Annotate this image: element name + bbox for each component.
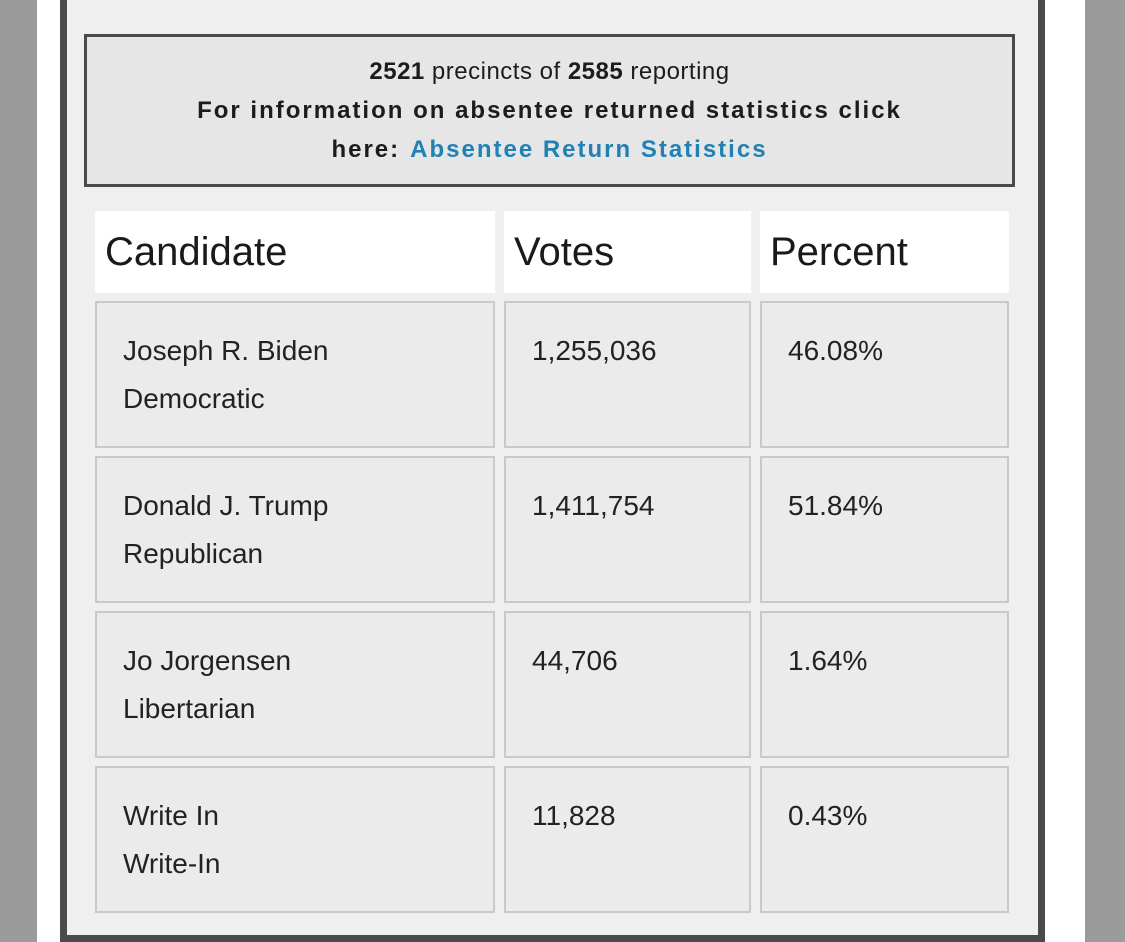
precincts-notice-box: 2521 precincts of 2585 reporting For inf… (84, 34, 1015, 187)
votes-cell: 44,706 (504, 611, 751, 758)
candidate-cell: Write In Write-In (95, 766, 495, 913)
inner-gutter-left (37, 0, 60, 942)
absentee-info-line2: here: Absentee Return Statistics (87, 130, 1012, 169)
votes-cell: 1,411,754 (504, 456, 751, 603)
candidate-party: Write-In (123, 848, 221, 879)
precincts-total-count: 2585 (567, 58, 624, 85)
percent-cell: 1.64% (760, 611, 1009, 758)
candidate-cell: Jo Jorgensen Libertarian (95, 611, 495, 758)
candidate-party: Libertarian (123, 693, 256, 724)
candidate-name: Donald J. Trump (123, 490, 329, 521)
outer-gutter-left (0, 0, 37, 942)
precincts-mid-text: precincts of (424, 58, 568, 85)
candidate-name: Jo Jorgensen (123, 645, 292, 676)
page-frame: 2521 precincts of 2585 reporting For inf… (60, 0, 1045, 942)
candidate-name: Write In (123, 800, 219, 831)
percent-cell: 51.84% (760, 456, 1009, 603)
votes-cell: 1,255,036 (504, 301, 751, 448)
absentee-return-statistics-link[interactable]: Absentee Return Statistics (410, 136, 768, 163)
absentee-info-prefix: here: (331, 136, 401, 163)
percent-cell: 0.43% (760, 766, 1009, 913)
inner-gutter-right (1045, 0, 1085, 942)
precincts-summary: 2521 precincts of 2585 reporting (87, 52, 1012, 91)
votes-cell: 11,828 (504, 766, 751, 913)
candidate-cell: Donald J. Trump Republican (95, 456, 495, 603)
percent-cell: 46.08% (760, 301, 1009, 448)
candidate-cell: Joseph R. Biden Democratic (95, 301, 495, 448)
candidate-party: Democratic (123, 383, 265, 414)
outer-gutter-right (1085, 0, 1125, 942)
results-table: Candidate Votes Percent Joseph R. Biden … (95, 211, 1009, 913)
candidate-name: Joseph R. Biden (123, 335, 329, 366)
precincts-reporting-count: 2521 (369, 58, 425, 85)
candidate-party: Republican (123, 538, 264, 569)
column-header-candidate: Candidate (95, 211, 495, 293)
column-header-votes: Votes (504, 211, 751, 293)
absentee-info-text: For information on absentee returned sta… (197, 97, 902, 124)
column-header-percent: Percent (760, 211, 1009, 293)
precincts-suffix-text: reporting (623, 58, 730, 85)
